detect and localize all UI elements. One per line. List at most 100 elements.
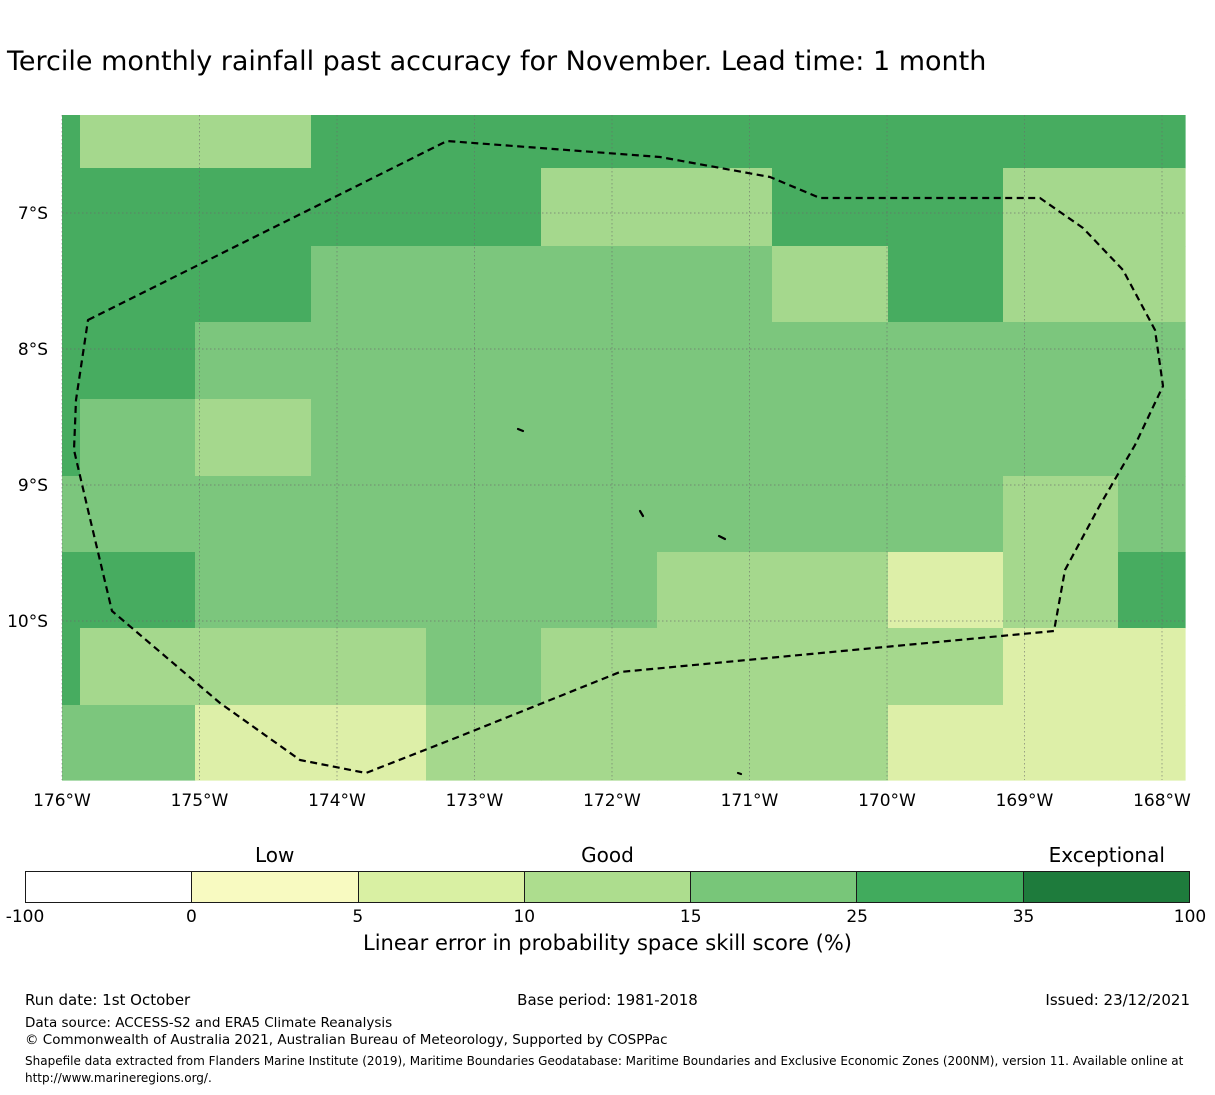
map-cell [1003,705,1119,781]
map-cell [311,628,427,706]
x-tick-label: 172°W [583,791,641,811]
map-cell [426,168,542,247]
colorbar-segment [26,872,192,902]
colorbar-tick-label: 5 [352,907,364,927]
island-mark [736,771,743,776]
map-cell [657,552,773,629]
map-cell [657,322,773,400]
map-cell [1003,399,1119,477]
map-cell [772,552,889,629]
map-cell [772,246,889,323]
map-cell [657,168,773,247]
map-cell [62,476,81,553]
map-cell [541,246,658,323]
x-tick-label: 170°W [858,791,916,811]
x-tick-label: 173°W [446,791,504,811]
map-cell [541,115,658,169]
map-cell [1118,476,1186,553]
x-tick-label: 176°W [33,791,91,811]
map-cell [426,115,542,169]
x-tick-label: 169°W [996,791,1054,811]
map-cell [62,628,81,706]
map-cell [772,168,889,247]
map-cell [195,628,312,706]
colorbar-tick-label: 25 [846,907,868,927]
map-cell [80,476,196,553]
x-tick-label: 171°W [721,791,779,811]
colorbar-segment [357,872,524,902]
map-cell [888,399,1004,477]
map-cell [772,322,889,400]
map-cell [426,399,542,477]
map-cell [80,246,196,323]
y-tick-label: 10°S [7,612,48,632]
map-cell [1118,115,1186,169]
map-cell [195,115,312,169]
run-date-text: Run date: 1st October [25,991,191,1009]
map-cell [541,476,658,553]
map-cell [426,246,542,323]
map-cell [541,322,658,400]
map-cell [80,322,196,400]
map-cell [195,246,312,323]
colorbar-axis-label: Linear error in probability space skill … [363,931,852,955]
colorbar-tick-label: 100 [1173,907,1207,927]
map-cell [1118,246,1186,323]
base-period-text: Base period: 1981-2018 [517,991,698,1009]
map-cell [62,246,81,323]
map-cell [888,552,1004,629]
island-mark [638,509,645,518]
map-cell [62,552,81,629]
map-cell [657,399,773,477]
eez-boundary [72,139,1165,775]
data-source-text: Data source: ACCESS-S2 and ERA5 Climate … [25,1015,393,1031]
map-cell [1003,115,1119,169]
map-cell [888,476,1004,553]
map-cell [772,705,889,781]
map-cell [80,552,196,629]
map-cell [772,115,889,169]
map-cell [1118,168,1186,247]
colorbar-tick-label: 15 [679,907,702,927]
colorbar-tick-label: 0 [186,907,197,927]
legend-label-exceptional: Exceptional [1048,843,1165,867]
map-cell [195,168,312,247]
map-cell [541,628,658,706]
island-mark [516,427,525,433]
map-cell [1118,552,1186,629]
map-cell [888,628,1004,706]
map-cell [888,246,1004,323]
map-cell [657,115,773,169]
map-cell [311,399,427,477]
colorbar-segment [856,872,1023,902]
map-cell [888,168,1004,247]
map-cell [311,322,427,400]
map-cell [62,168,81,247]
map-cell [1003,322,1119,400]
map-cell [80,399,196,477]
issued-text: Issued: 23/12/2021 [1045,991,1190,1009]
map-cell [62,115,81,169]
map-cell [195,322,312,400]
colorbar-segment [1022,872,1189,902]
map-cell [772,628,889,706]
map-cell [426,552,542,629]
map-cell [1003,628,1119,706]
colorbar-segment [191,872,358,902]
map-cell [772,476,889,553]
y-tick-label: 7°S [18,204,48,224]
map-cell [1003,476,1119,553]
map-cell [195,705,312,781]
colorbar-tick-label: 10 [513,907,536,927]
map-cell [80,115,196,169]
map-cell [426,476,542,553]
map-cell [657,628,773,706]
legend-label-good: Good [581,843,634,867]
map-cell [195,476,312,553]
map-cell [657,476,773,553]
x-tick-label: 174°W [308,791,366,811]
legend-label-low: Low [254,843,295,867]
rainfall-skill-map: 176°W 175°W 174°W 173°W 172°W 171°W 170°W 169°W… [7,115,1191,811]
map-cell [80,168,196,247]
